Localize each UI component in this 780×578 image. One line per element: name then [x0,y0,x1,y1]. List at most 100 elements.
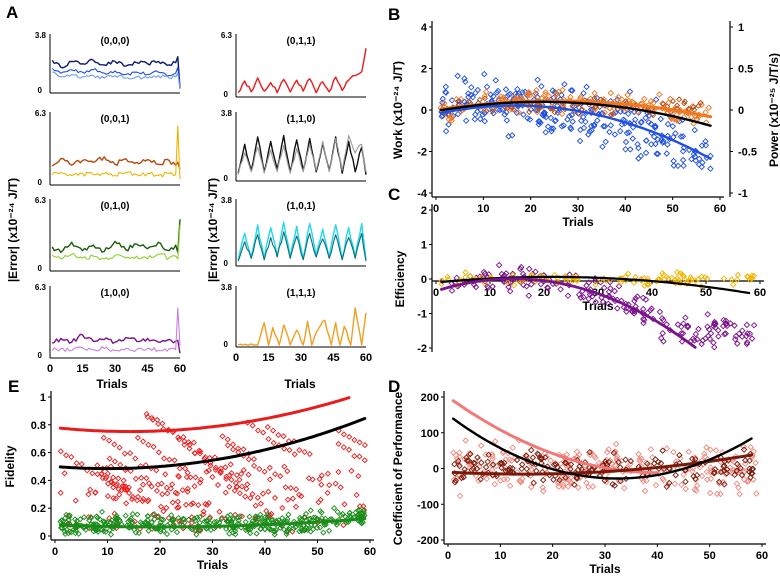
tick-label: 0 [433,464,439,476]
data-point-red [340,431,347,438]
data-point-salmon [707,475,715,483]
data-point-red [166,456,173,463]
data-point-brown [573,475,581,482]
data-point-brown [463,454,470,461]
data-point-salmon [728,469,735,477]
data-point-green [175,514,182,522]
subplot-110: (1,1,0) 3.8 0 [221,109,367,183]
data-point-salmon [605,446,612,453]
data-point-brown [550,461,558,468]
data-point-salmon [713,490,721,498]
data-point-green [144,517,151,524]
data-point-salmon [455,460,462,468]
tick-label: 60 [714,203,726,215]
data-point-work [607,122,615,129]
data-point-brown [682,478,689,485]
data-point-red [284,468,291,475]
data-point-red [257,500,264,507]
data-point-salmon [456,492,464,500]
tick-label: 30 [109,363,121,375]
data-point-red [106,437,113,444]
data-point-red [195,502,202,509]
data-point-power [526,108,533,116]
data-point-work [642,114,649,122]
tick-label: 30 [206,546,218,558]
data-point-yellow [617,279,624,286]
data-point-brown [452,477,460,484]
tick-label: 45 [141,363,153,375]
data-point-green [129,510,136,518]
data-point-red [235,445,242,452]
data-point-purple [710,339,717,346]
data-point-red [270,427,277,434]
data-point-green [218,515,225,523]
data-point-red [272,471,279,478]
data-point-green [235,517,242,524]
tick-label: 3.8 [35,31,47,40]
data-point-red [72,497,79,504]
panel-letter-e: E [8,377,19,396]
data-point-work [442,83,450,91]
data-point-power [476,96,483,103]
data-point-green [116,516,123,523]
data-point-red [110,474,117,481]
data-point-purple [695,325,702,333]
y-axis-title: Work (x10⁻²⁴ J/T) [391,61,405,159]
data-point-brown [690,473,697,480]
data-point-red [236,476,243,483]
data-point-purple [657,334,665,342]
data-point-power [482,88,490,96]
data-point-salmon [663,445,671,452]
data-point-work [606,128,613,136]
data-point-green [264,514,271,522]
data-point-power [660,100,667,107]
data-point-red [286,447,293,454]
data-point-green [301,527,308,534]
data-point-salmon [678,481,685,489]
data-point-green [213,518,220,525]
data-point-salmon [733,480,741,487]
data-point-brown [731,471,738,479]
data-point-work [566,112,573,120]
data-point-red [326,482,333,489]
tick-label: -4 [417,188,428,200]
data-point-red [123,500,130,507]
data-point-green [232,528,239,535]
data-point-green [270,527,278,534]
data-point-red [137,487,144,494]
data-point-purple [721,330,728,338]
data-point-red [181,438,188,445]
data-point-work [670,162,678,169]
data-point-red [287,484,294,492]
data-point-red [341,501,348,508]
data-point-red [174,504,181,511]
data-point-power [681,100,688,107]
data-point-brown [715,478,723,486]
data-point-green [189,526,196,533]
data-point-red [324,489,331,496]
panel-a-xlabel-left: Trials [96,377,128,391]
data-point-green [95,528,102,535]
data-point-brown [470,465,477,472]
data-point-brown [585,464,593,472]
data-point-salmon [517,478,525,485]
series-line-dark [51,333,181,354]
data-point-green [154,514,161,521]
data-point-salmon [592,454,599,461]
data-point-green [307,507,314,514]
data-point-red [337,484,344,491]
tick-label: -1 [417,309,427,321]
data-point-red [306,450,313,458]
panel-letter-a: A [6,3,18,22]
data-point-yellow [677,280,684,287]
data-point-salmon [506,456,513,463]
tick-label: 0 [433,203,439,215]
data-point-power [674,102,681,109]
data-point-purple [739,327,746,334]
data-point-yellow [681,276,688,283]
data-point-salmon [704,476,711,483]
data-point-salmon [603,449,611,456]
data-point-salmon [730,458,738,466]
data-point-power [676,96,683,103]
data-point-work [582,118,589,126]
